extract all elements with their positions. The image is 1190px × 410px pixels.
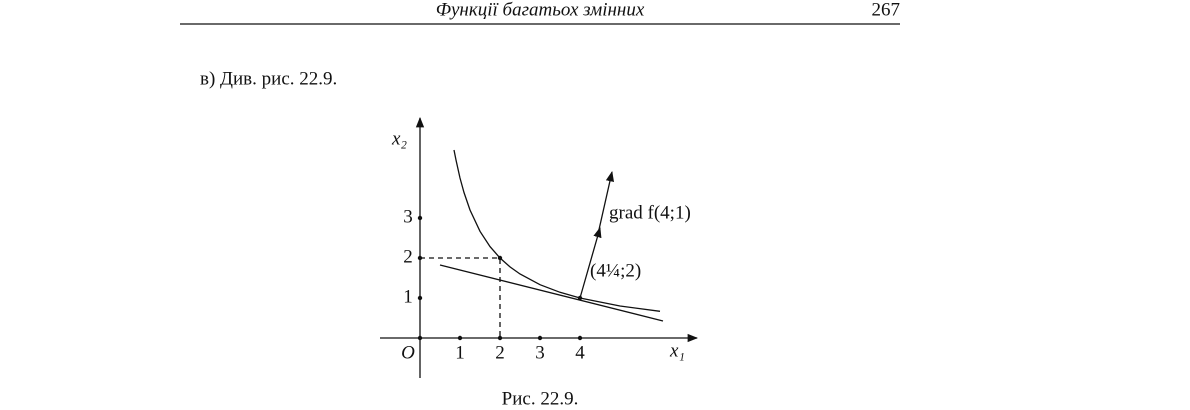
tick-dots [417, 215, 583, 341]
tangent-line [439, 264, 664, 322]
gradient-label: grad f(4;1) [609, 202, 691, 223]
x-axis-label: x₁ [669, 340, 685, 361]
curve [453, 149, 661, 312]
y-tick-label: 3 [403, 206, 413, 227]
x-tick-label: 3 [535, 342, 545, 363]
figure: x₂ x₁ O 1 2 3 1 2 3 4 grad f(4;1) (4¼;2) [380, 116, 699, 378]
body-text: в) Див. рис. 22.9. [200, 68, 337, 89]
gradient-arrow [579, 227, 602, 299]
y-tick-label: 1 [403, 286, 413, 307]
x-tick-label: 2 [495, 342, 505, 363]
y-tick-label: 2 [403, 246, 413, 267]
x-tick-label: 4 [575, 342, 585, 363]
page-number: 267 [872, 0, 901, 20]
origin-label: O [401, 342, 415, 363]
gradient-arrow [597, 170, 614, 235]
header-title: Функції багатьох змінних [436, 0, 645, 20]
figure-caption: Рис. 22.9. [502, 388, 579, 409]
point-label: (4¼;2) [590, 260, 641, 281]
y-axis-label: x₂ [391, 128, 407, 149]
x-tick-label: 1 [455, 342, 465, 363]
